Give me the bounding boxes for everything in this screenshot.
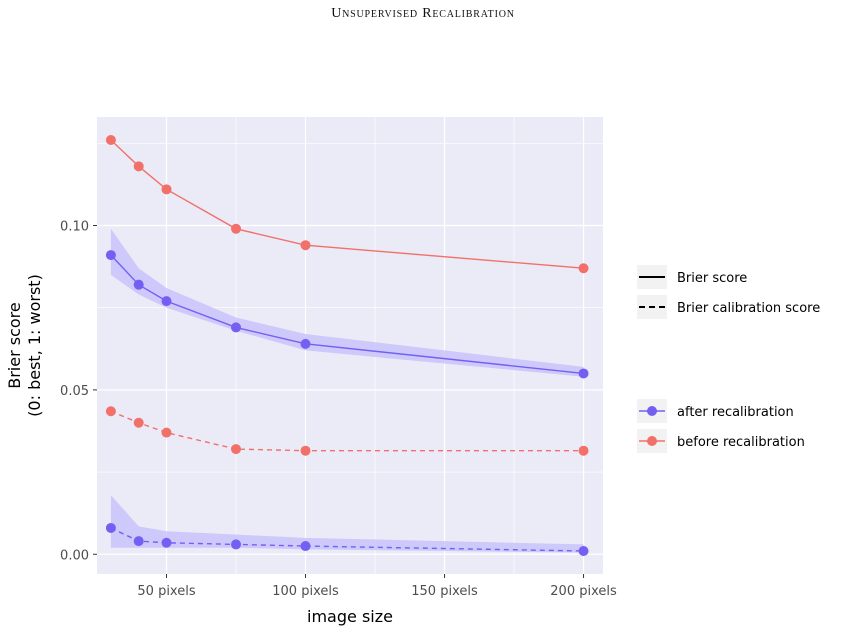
y-axis-title-line1: Brier score	[5, 302, 24, 389]
y-tick-label: 0.00	[60, 548, 89, 563]
calibration-after-point	[161, 537, 172, 548]
legend-label: Brier score	[677, 271, 747, 286]
calibration-after-point	[300, 541, 311, 552]
brier-after-point	[231, 322, 242, 333]
legend-label: Brier calibration score	[677, 301, 820, 316]
legend-before-point-key	[647, 436, 657, 446]
brier-before-point	[578, 263, 589, 274]
calibration-before-point	[133, 417, 144, 428]
calibration-after-point	[578, 545, 589, 556]
y-axis-title-line2: (0: best, 1: worst)	[25, 274, 44, 417]
brier-after-band	[110, 228, 584, 377]
brier-before-point	[300, 240, 311, 251]
page-header: Unsupervised Recalibration	[331, 6, 515, 21]
x-tick-label: 50 pixels	[137, 584, 195, 599]
confidence-bands	[110, 228, 584, 553]
brier-after-point	[133, 279, 144, 290]
legend-after-point-key	[647, 406, 657, 416]
brier-after-point	[105, 250, 116, 261]
brier-after-line	[110, 254, 584, 375]
y-tick-label: 0.05	[60, 384, 89, 399]
brier-after-point	[300, 338, 311, 349]
legend-label: before recalibration	[677, 435, 805, 450]
legend: Brier score Brier calibration score after …	[637, 265, 820, 453]
brier-before-point	[133, 161, 144, 172]
calibration-before-point	[105, 406, 116, 417]
x-tick-label: 150 pixels	[411, 584, 478, 599]
calibration-after-point	[133, 536, 144, 547]
brier-before-point	[105, 135, 116, 146]
calibration-after-band	[110, 495, 584, 553]
calibration-after-point	[231, 539, 242, 550]
brier-before-point	[161, 184, 172, 195]
brier-after-point	[578, 368, 589, 379]
calibration-after-line	[110, 527, 584, 552]
calibration-after-point	[105, 522, 116, 533]
brier-after-point	[161, 296, 172, 307]
calibration-before-point	[161, 427, 172, 438]
series-lines	[110, 139, 584, 552]
calibration-before-point	[578, 445, 589, 456]
x-tick-label: 100 pixels	[272, 584, 339, 599]
legend-label: after recalibration	[677, 405, 794, 420]
x-tick-label: 200 pixels	[550, 584, 617, 599]
x-axis-ticks: 50 pixels 100 pixels 150 pixels 200 pixels	[137, 574, 617, 599]
x-axis-title: image size	[307, 607, 393, 626]
y-tick-label: 0.10	[60, 219, 89, 234]
y-axis-ticks: 0.00 0.05 0.10	[60, 219, 97, 563]
brier-before-point	[231, 223, 242, 234]
brier-before-line	[110, 139, 584, 269]
gridlines	[97, 117, 603, 574]
calibration-before-point	[231, 444, 242, 455]
calibration-before-point	[300, 445, 311, 456]
calibration-before-line	[110, 410, 584, 452]
data-points	[105, 135, 589, 556]
